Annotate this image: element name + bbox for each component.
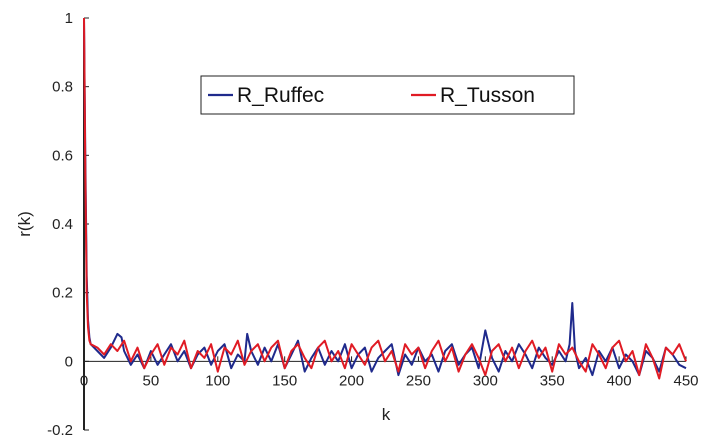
x-tick-label: 400 <box>607 372 632 389</box>
y-tick-label: 1 <box>65 10 73 27</box>
y-tick-label: 0 <box>65 353 73 370</box>
x-tick-label: 350 <box>540 372 565 389</box>
x-tick-label: 450 <box>673 372 698 389</box>
x-tick-label: 0 <box>80 372 88 389</box>
series-line-r-tusson <box>83 17 687 380</box>
x-tick-label: 150 <box>272 372 297 389</box>
legend-label-r-ruffec: R_Ruffec <box>237 84 324 107</box>
x-axis-title: k <box>382 405 391 424</box>
axes: -0.2 0 0.2 0.4 0.6 0.8 1 0 50 100 150 200 250 300 350 4… <box>47 10 698 439</box>
series-line-r-ruffec <box>83 17 687 377</box>
series-layer <box>83 17 687 380</box>
x-tick-label: 50 <box>143 372 160 389</box>
y-tick-label: 0.2 <box>52 285 73 302</box>
legend-label-r-tusson: R_Tusson <box>440 84 535 107</box>
x-tick-label: 200 <box>339 372 364 389</box>
y-tick-label: 0.8 <box>52 79 73 96</box>
y-tick-label: 0.4 <box>52 216 73 233</box>
legend-box <box>200 75 575 115</box>
y-tick-label: 0.6 <box>52 147 73 164</box>
y-axis-title: r(k) <box>15 211 34 236</box>
x-tick-label: 100 <box>205 372 230 389</box>
legend: R_Ruffec R_Tusson <box>200 75 575 115</box>
x-tick-label: 250 <box>406 372 431 389</box>
x-tick-label: 300 <box>473 372 498 389</box>
y-tick-label: -0.2 <box>47 422 73 439</box>
